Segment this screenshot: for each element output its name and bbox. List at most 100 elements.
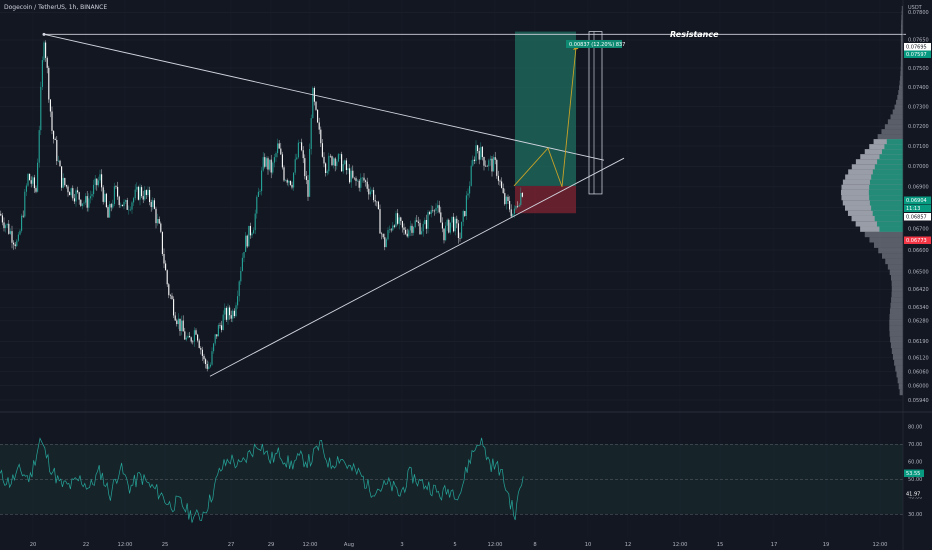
candle-body (78, 192, 80, 200)
trendline-resistance[interactable] (43, 33, 605, 161)
volume-profile-bar (887, 119, 903, 125)
candle-body (214, 334, 216, 344)
candle-body (30, 180, 32, 184)
candle-body (293, 172, 295, 188)
candle-body (161, 231, 163, 254)
candle-body (278, 143, 280, 149)
candle-body (472, 159, 474, 166)
volume-profile-bar (901, 5, 903, 11)
candle-body (280, 148, 282, 155)
candle-body (33, 177, 35, 189)
volume-profile-bar (891, 280, 903, 287)
candle-body (371, 190, 373, 192)
candle-body (141, 187, 143, 197)
trendline-anchor[interactable] (42, 32, 46, 36)
candle-body (381, 233, 383, 235)
candle-body (85, 196, 87, 203)
candle-body (225, 307, 227, 320)
time-tick-label: 12:00 (673, 542, 688, 548)
candle-body (486, 165, 488, 167)
candle-body (185, 337, 187, 340)
candle-body (21, 215, 23, 231)
candle-body (142, 196, 144, 200)
candle-body (83, 202, 85, 204)
trendline-support[interactable] (209, 157, 625, 377)
currency-label: USDT (908, 5, 923, 11)
price-tag-bg (904, 43, 931, 51)
trendlines[interactable] (42, 32, 907, 377)
candle-body (417, 221, 419, 223)
rsi-tag-label: 53.55 (906, 471, 920, 477)
price-tag-bg (904, 236, 931, 244)
candle-body (483, 157, 485, 166)
candle-body (473, 159, 475, 162)
target-range-box[interactable] (588, 31, 603, 195)
volume-profile-bar (890, 336, 903, 343)
candle-body (320, 129, 322, 144)
candle-body (182, 320, 184, 332)
candle-body (123, 201, 125, 207)
candle-body (446, 219, 448, 226)
candle-body (344, 160, 346, 165)
candle-body (147, 189, 149, 195)
candle-body (75, 190, 77, 202)
candle-body (190, 337, 192, 342)
volume-profile-bar-up (869, 184, 903, 190)
candle-body (80, 199, 82, 206)
candle-body (134, 189, 136, 199)
candle-body (224, 307, 226, 315)
candle-body (64, 178, 66, 186)
candle-body (257, 191, 259, 197)
candle-body (19, 230, 21, 235)
candle-body (171, 295, 173, 300)
candle-body (227, 307, 229, 320)
candle-body (192, 341, 194, 343)
candle-body (406, 233, 408, 237)
candle-body (14, 244, 16, 247)
candle-body (470, 165, 472, 186)
candle-body (240, 270, 242, 282)
candle-body (217, 325, 219, 337)
candle-body (29, 173, 31, 181)
price-tick-label: 0.07650 (908, 38, 929, 44)
candle-body (387, 230, 389, 240)
candle-body (512, 213, 514, 217)
candle-body (390, 229, 392, 231)
symbol-title[interactable]: Dogecoin / TetherUS, 1h, BINANCE (4, 4, 107, 11)
volume-profile-bar (891, 348, 903, 355)
candle-body (198, 340, 200, 348)
candle-body (509, 200, 511, 210)
candle-body (297, 142, 299, 158)
candle-body (221, 325, 223, 330)
profit-zone[interactable] (515, 31, 576, 186)
volume-profile-bar (901, 15, 903, 20)
time-tick-label: 8 (533, 542, 536, 548)
volume-profile-bar-up (869, 200, 903, 206)
time-tick-label: Aug (344, 542, 354, 548)
candle-body (310, 118, 312, 150)
volume-profile-bar (899, 85, 903, 91)
volume-profile-bar (891, 286, 903, 292)
price-tag-label: 0.06904 (906, 198, 927, 204)
rsi-tag-bg (904, 489, 924, 498)
candle-body (166, 270, 168, 285)
candle-body (350, 170, 352, 183)
volume-profile-bar (900, 61, 903, 67)
time-axis[interactable]: 20 22 12:00 25 27 29 12:00 Aug 3 5 12:00 8 10 12 12:00… (30, 542, 888, 548)
candle-body (201, 349, 203, 356)
candle-body (93, 184, 95, 195)
price-tag-label: 11:13 (906, 206, 920, 212)
candle-body (376, 201, 378, 203)
price-tick-label: 0.07400 (908, 85, 929, 91)
candle-body (501, 181, 503, 188)
rsi-tick-label: 30.00 (908, 512, 922, 518)
price-tick-label: 0.06340 (908, 305, 929, 311)
price-tick-label: 0.06280 (908, 319, 929, 325)
candle-body (451, 216, 453, 223)
long-position-tool[interactable] (515, 31, 603, 214)
volume-profile-bar (898, 90, 903, 95)
candle-body (289, 180, 291, 185)
candle-body (149, 189, 151, 203)
candle-body (352, 170, 354, 178)
